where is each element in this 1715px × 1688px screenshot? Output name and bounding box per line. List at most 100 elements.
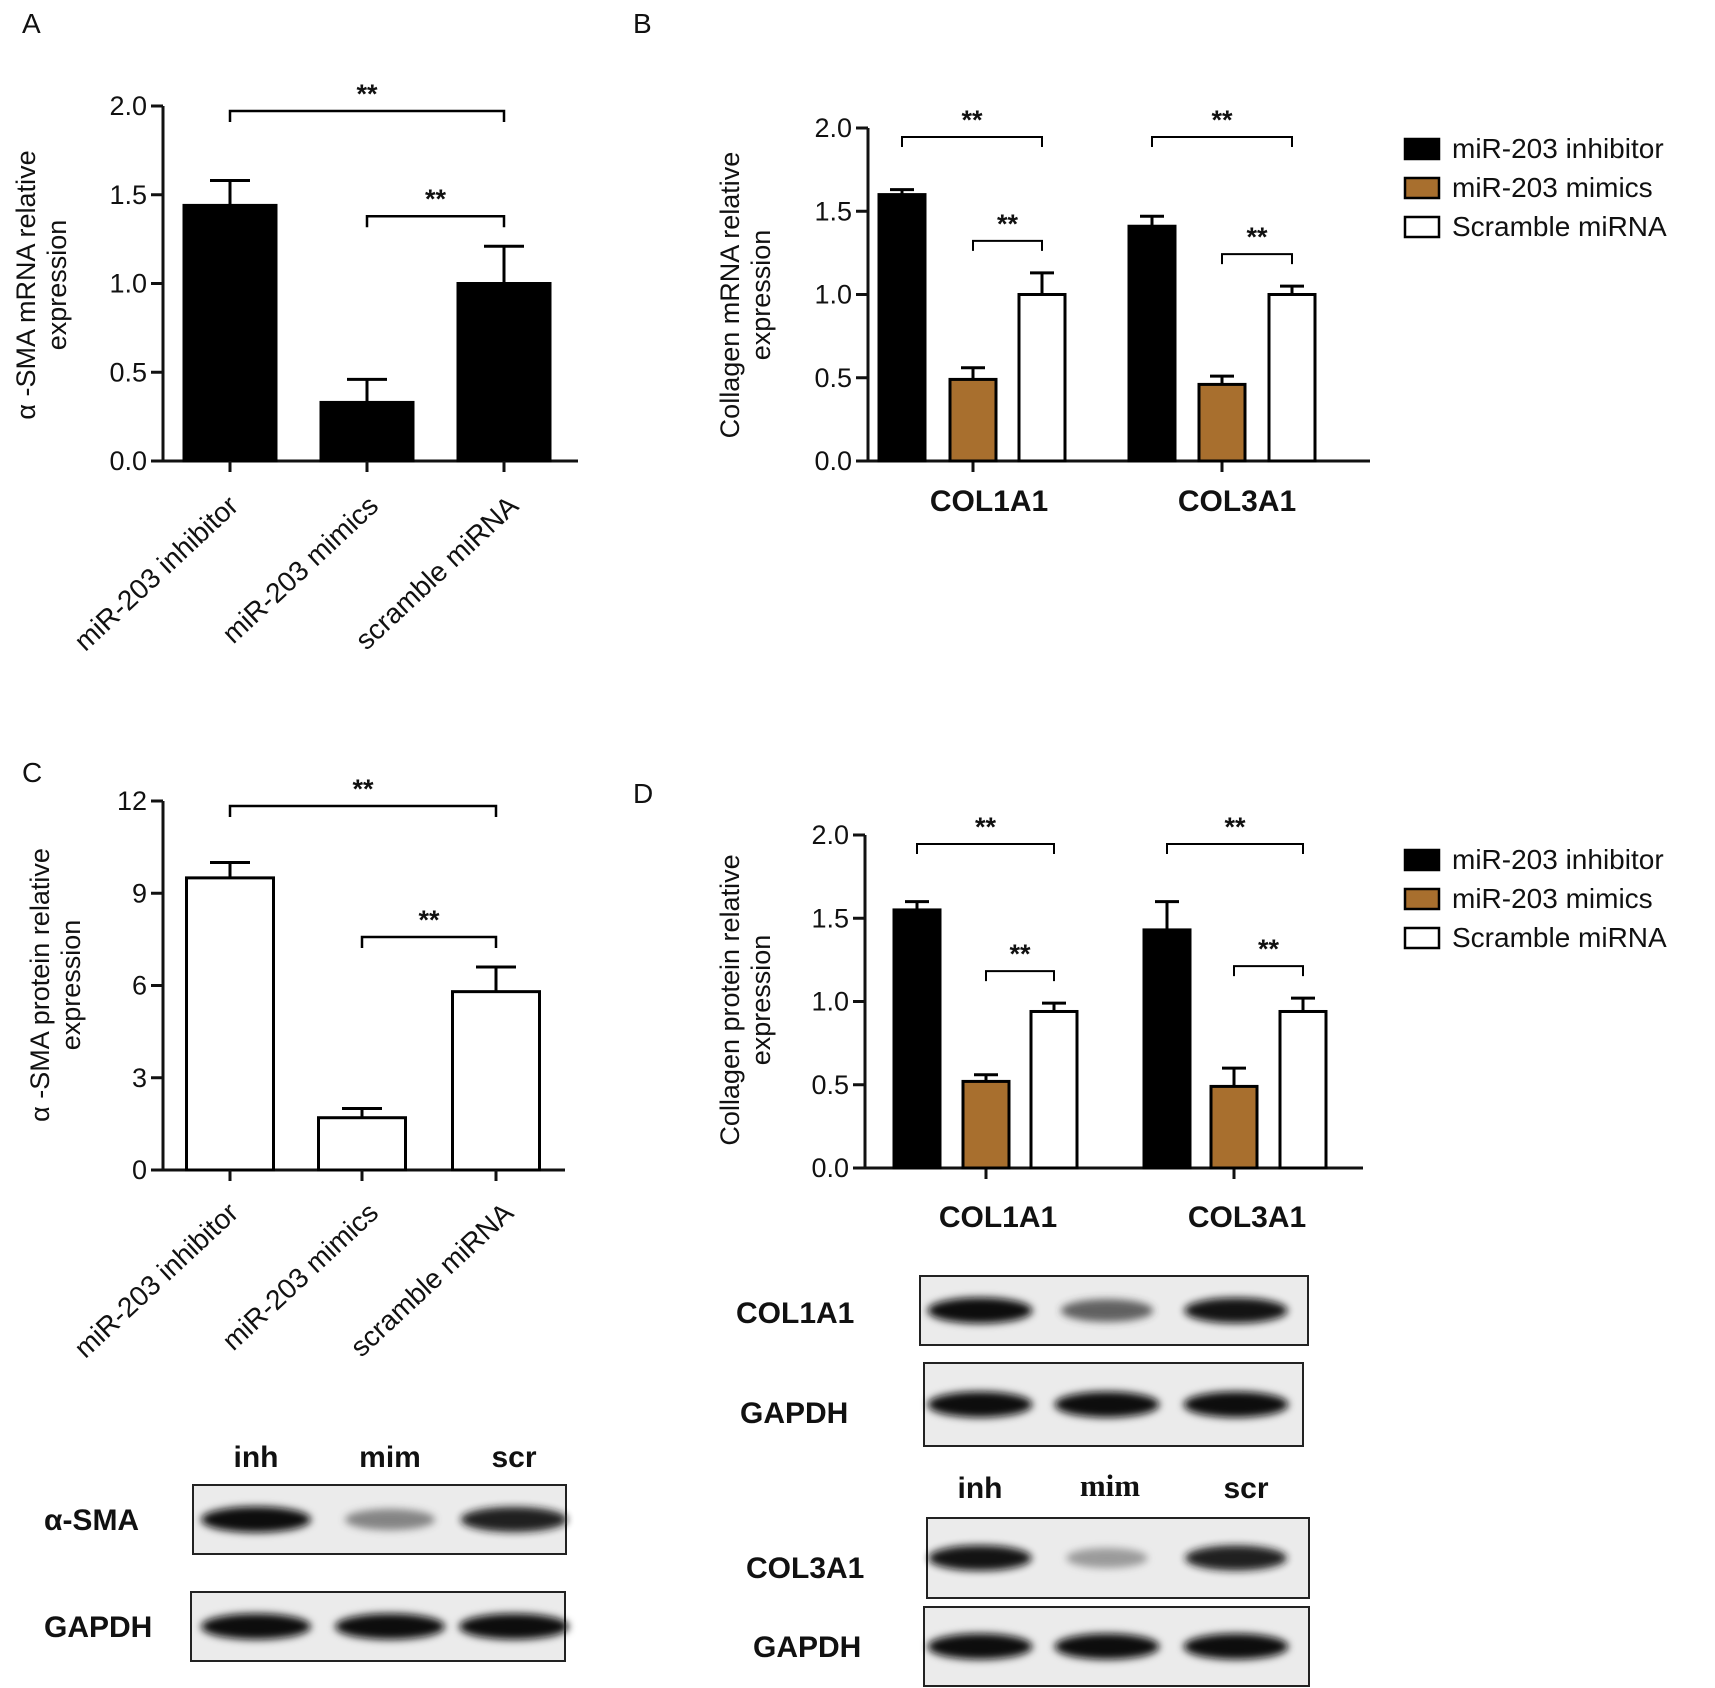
blot-row-label: GAPDH: [740, 1397, 848, 1430]
blot-band: [460, 1506, 568, 1533]
legend-entry: miR-203 inhibitor: [1452, 133, 1664, 164]
y-tick-label: 12: [117, 786, 147, 816]
blot-band: [201, 1506, 311, 1533]
blot-band: [1185, 1545, 1287, 1571]
x-category-label: COL1A1: [930, 485, 1048, 518]
bar-0: [182, 203, 278, 463]
significance-label: **: [418, 905, 440, 935]
significance-bracket: [360, 935, 498, 949]
lane-label: scr: [1223, 1472, 1268, 1505]
bar-2: [1017, 293, 1067, 463]
blot-row-label: GAPDH: [44, 1611, 152, 1644]
panel-letter: C: [22, 757, 42, 788]
bar-2: [1029, 1009, 1079, 1170]
panel-letter: D: [633, 778, 653, 809]
panel-letter: B: [633, 8, 652, 39]
x-category-label: COL1A1: [939, 1201, 1057, 1234]
y-tick-label: 0.5: [109, 357, 147, 387]
significance-bracket: [916, 843, 1055, 854]
y-axis-title: expression: [746, 230, 776, 361]
y-tick-label: 0.0: [814, 446, 852, 476]
bar-1: [1209, 1084, 1259, 1170]
legend-entry: Scramble miRNA: [1452, 922, 1667, 953]
y-tick-label: 2.0: [109, 91, 147, 121]
x-category-label: COL3A1: [1178, 485, 1296, 518]
legend-entry: Scramble miRNA: [1452, 211, 1667, 242]
blot-band: [927, 1391, 1033, 1418]
significance-label: **: [997, 209, 1019, 239]
legend-swatch: [1403, 137, 1441, 161]
significance-bracket: [1151, 136, 1293, 147]
bar-0: [1127, 224, 1177, 463]
legend-swatch: [1403, 926, 1441, 950]
blot-band: [1183, 1633, 1289, 1660]
lane-label: inh: [234, 1441, 279, 1474]
bar-1: [961, 1079, 1011, 1170]
significance-bracket: [228, 804, 498, 817]
bar-0: [877, 193, 927, 463]
blot-band: [1060, 1299, 1154, 1322]
y-tick-label: 2.0: [814, 113, 852, 143]
bar-1: [319, 400, 415, 463]
significance-label: **: [356, 79, 378, 109]
significance-bracket: [972, 239, 1043, 251]
x-category-label: COL3A1: [1188, 1201, 1306, 1234]
bar-2: [1278, 1009, 1328, 1170]
blot-band: [1183, 1391, 1289, 1418]
y-axis-title: Collagen mRNA relative: [715, 152, 745, 439]
legend-entry: miR-203 inhibitor: [1452, 844, 1664, 875]
blot-row-label: GAPDH: [753, 1631, 861, 1664]
significance-label: **: [425, 184, 447, 214]
lane-label: mim: [1080, 1468, 1140, 1503]
y-tick-label: 0.0: [811, 1153, 849, 1183]
legend-swatch: [1403, 215, 1441, 239]
blot-band: [201, 1613, 311, 1640]
bar-0: [1142, 928, 1192, 1170]
x-category-label: miR-203 inhibitor: [68, 490, 244, 657]
legend-entry: miR-203 mimics: [1452, 883, 1653, 914]
blot-band: [344, 1508, 436, 1531]
blot-band: [1184, 1297, 1288, 1324]
panel-c: Cα -SMA protein relative expression 0 3 6 9 12…: [22, 757, 565, 1364]
panel-a: Aα -SMA mRNA relative expression 0.0 0.5 1.0…: [11, 8, 578, 657]
y-axis-title: α -SMA protein relative: [25, 848, 55, 1122]
significance-bracket: [985, 970, 1055, 982]
y-tick-label: 0.5: [814, 363, 852, 393]
y-axis-title: Collagen protein relative: [715, 854, 745, 1145]
y-axis-title: expression: [42, 220, 72, 351]
panel-b: B Collagen mRNA relative expression 0.0 0.5 1…: [633, 8, 1667, 518]
blot-row-label: COL1A1: [736, 1297, 854, 1330]
significance-bracket: [1166, 843, 1304, 854]
bar-1: [317, 1116, 407, 1172]
significance-bracket: [365, 214, 506, 228]
western-blot-d: COL1A1 GAPDH COL3A1 GAPDH inh mim scr: [736, 1275, 1310, 1687]
significance-label: **: [961, 105, 983, 135]
blot-band: [335, 1613, 445, 1640]
lane-label: scr: [491, 1441, 536, 1474]
y-axis-title: α -SMA mRNA relative: [11, 150, 41, 419]
lane-label: inh: [958, 1472, 1003, 1505]
legend-swatch: [1403, 848, 1441, 872]
y-axis-title: expression: [56, 920, 86, 1051]
y-tick-label: 6: [132, 971, 147, 1001]
y-tick-label: 1.5: [109, 180, 147, 210]
panel-d: D Collagen protein relative expression 0.0 0…: [633, 778, 1667, 1234]
bar-1: [1197, 382, 1247, 463]
blot-band: [1066, 1548, 1148, 1568]
x-category-label: miR-203 inhibitor: [68, 1197, 244, 1364]
y-tick-label: 3: [132, 1063, 147, 1093]
significance-bracket: [901, 136, 1043, 147]
y-tick-label: 1.0: [109, 269, 147, 299]
blot-band: [928, 1545, 1032, 1571]
legend-entry: miR-203 mimics: [1452, 172, 1653, 203]
significance-label: **: [1211, 105, 1233, 135]
significance-bracket: [1233, 965, 1304, 977]
significance-label: **: [1258, 934, 1280, 964]
bar-0: [892, 908, 942, 1170]
y-tick-label: 1.5: [811, 903, 849, 933]
bar-0: [185, 876, 275, 1172]
legend-swatch: [1403, 887, 1441, 911]
lane-label: mim: [359, 1441, 421, 1474]
significance-label: **: [1224, 812, 1246, 842]
